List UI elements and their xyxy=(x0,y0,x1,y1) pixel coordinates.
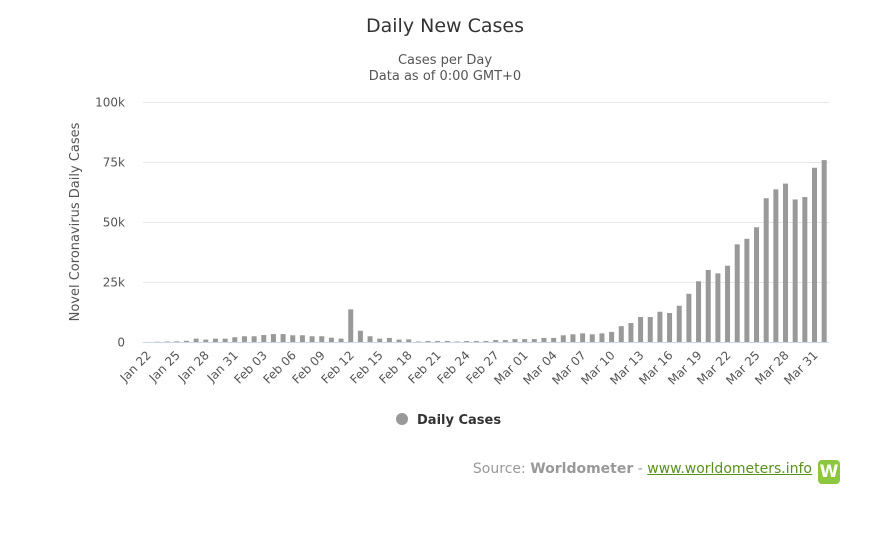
legend-item-daily-cases[interactable]: Daily Cases xyxy=(396,413,501,428)
bar[interactable] xyxy=(406,339,412,342)
bar[interactable] xyxy=(444,341,450,342)
bar[interactable] xyxy=(232,337,238,342)
chart-title: Daily New Cases xyxy=(366,15,524,37)
bar[interactable] xyxy=(483,341,489,342)
bar[interactable] xyxy=(734,244,740,342)
bar[interactable] xyxy=(609,331,615,342)
bar[interactable] xyxy=(309,336,315,342)
bar[interactable] xyxy=(744,238,750,342)
bar[interactable] xyxy=(464,341,470,342)
bar[interactable] xyxy=(174,341,180,342)
source-name: Worldometer xyxy=(530,461,634,477)
bar[interactable] xyxy=(599,333,605,342)
bar[interactable] xyxy=(328,337,334,342)
bar[interactable] xyxy=(512,339,518,342)
bar[interactable] xyxy=(541,337,547,342)
bar[interactable] xyxy=(531,339,537,342)
bar[interactable] xyxy=(792,199,798,342)
bar[interactable] xyxy=(686,293,692,342)
bar[interactable] xyxy=(493,340,499,342)
chart-subtitle-2: Data as of 0:00 GMT+0 xyxy=(369,69,521,84)
legend-label: Daily Cases xyxy=(417,413,501,428)
y-tick-label: 100k xyxy=(95,96,125,110)
bar[interactable] xyxy=(261,335,267,342)
bar[interactable] xyxy=(473,341,479,342)
source-credit: Source: Worldometer - www.worldometers.i… xyxy=(473,461,812,477)
bar[interactable] xyxy=(783,183,789,342)
bar[interactable] xyxy=(251,336,257,342)
bar[interactable] xyxy=(580,333,586,342)
bar[interactable] xyxy=(425,341,431,342)
x-tick-label: Jan 25 xyxy=(146,348,183,385)
bar[interactable] xyxy=(696,281,702,342)
bar[interactable] xyxy=(299,335,305,342)
bar[interactable] xyxy=(763,198,769,342)
source-sep: - xyxy=(637,461,643,477)
bar[interactable] xyxy=(357,330,363,342)
bar[interactable] xyxy=(338,338,344,342)
bar[interactable] xyxy=(203,339,209,342)
bar[interactable] xyxy=(183,340,189,342)
bar[interactable] xyxy=(193,338,199,342)
bar[interactable] xyxy=(270,334,276,342)
bar[interactable] xyxy=(290,335,296,342)
bar[interactable] xyxy=(396,339,402,342)
chart-subtitle: Cases per Day xyxy=(398,53,492,68)
bar[interactable] xyxy=(348,309,354,342)
bar[interactable] xyxy=(241,336,247,342)
bar[interactable] xyxy=(812,167,818,342)
legend-marker xyxy=(396,413,408,425)
x-tick-label: Jan 22 xyxy=(117,348,154,385)
bar[interactable] xyxy=(657,311,663,342)
worldometer-logo-icon[interactable]: W xyxy=(818,460,840,484)
y-tick-label: 50k xyxy=(103,216,125,230)
bar[interactable] xyxy=(647,317,653,342)
bar[interactable] xyxy=(773,189,779,342)
bar[interactable] xyxy=(589,334,595,342)
bar[interactable] xyxy=(676,305,682,342)
bar[interactable] xyxy=(802,197,808,342)
bar[interactable] xyxy=(367,336,373,342)
bar[interactable] xyxy=(319,336,325,342)
bar[interactable] xyxy=(435,341,441,342)
y-tick-label: 75k xyxy=(103,156,125,170)
bar[interactable] xyxy=(638,317,644,342)
source-link[interactable]: www.worldometers.info xyxy=(647,461,812,477)
bar[interactable] xyxy=(715,273,721,342)
bar[interactable] xyxy=(754,227,760,342)
x-tick-label: Jan 28 xyxy=(175,348,212,385)
bar[interactable] xyxy=(522,339,528,342)
bar[interactable] xyxy=(222,338,228,342)
bar[interactable] xyxy=(502,340,508,342)
bar[interactable] xyxy=(705,270,711,342)
source-prefix: Source: xyxy=(472,461,526,477)
bar[interactable] xyxy=(570,334,576,342)
bar[interactable] xyxy=(560,335,566,342)
bar[interactable] xyxy=(551,337,557,342)
bar[interactable] xyxy=(725,265,731,342)
bar[interactable] xyxy=(280,334,286,342)
y-axis-label: Novel Coronavirus Daily Cases xyxy=(68,122,83,321)
bar[interactable] xyxy=(667,312,673,342)
bar[interactable] xyxy=(212,338,218,342)
y-tick-label: 25k xyxy=(103,276,125,290)
bar[interactable] xyxy=(377,338,383,342)
bar[interactable] xyxy=(618,326,624,342)
bar[interactable] xyxy=(386,337,392,342)
y-tick-label: 0 xyxy=(117,336,125,350)
bar[interactable] xyxy=(821,160,827,342)
bar[interactable] xyxy=(628,323,634,342)
